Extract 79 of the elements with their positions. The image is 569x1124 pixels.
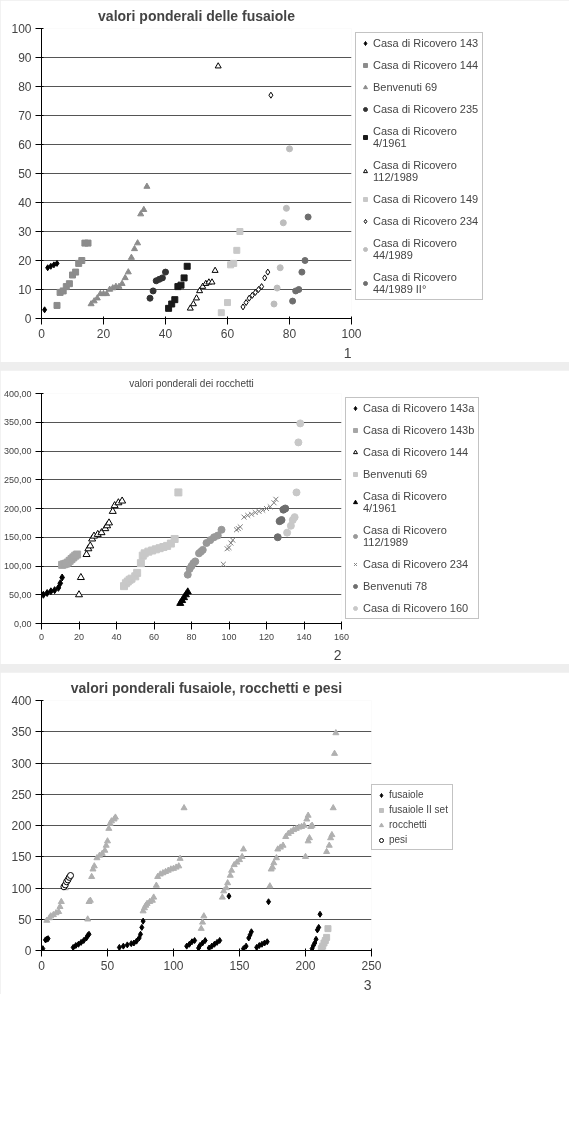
legend-label: Casa di Ricovero 112/1989 bbox=[373, 159, 457, 183]
text: 2 bbox=[333, 646, 342, 663]
y-tick-label: 50 bbox=[18, 167, 32, 181]
x-tick-label: 80 bbox=[186, 631, 197, 642]
x-tick-label: 0 bbox=[38, 958, 46, 973]
x-tick-label: 200 bbox=[295, 958, 316, 973]
x-tick-label: 160 bbox=[333, 631, 350, 642]
x-tick-label: 150 bbox=[229, 958, 250, 973]
legend-label: Casa di Ricovero 144 bbox=[363, 446, 469, 458]
y-tick-label: 40 bbox=[18, 196, 32, 210]
y-tick-label: 300 bbox=[11, 756, 32, 771]
y-tick-label: 100 bbox=[11, 22, 32, 36]
x-tick-label: 100 bbox=[341, 326, 362, 341]
x-tick-label: 50 bbox=[100, 958, 115, 973]
legend-label: Casa di Ricovero 44/1989 bbox=[373, 237, 457, 261]
text: 1 bbox=[343, 344, 352, 361]
x-tick-label: 250 bbox=[361, 958, 382, 973]
x-tick-label: 0 bbox=[38, 326, 46, 341]
chart-title: valori ponderali dei rocchetti bbox=[129, 377, 254, 389]
y-tick-label: 200,00 bbox=[3, 503, 32, 514]
y-tick-label: 60 bbox=[18, 138, 32, 152]
legend-label: fusaiole II set bbox=[389, 804, 448, 815]
legend-label: Casa di Ricovero 234 bbox=[363, 558, 469, 570]
y-tick-label: 0,00 bbox=[13, 618, 32, 629]
legend-label: Casa di Ricovero 143a bbox=[363, 402, 475, 414]
y-tick-label: 50 bbox=[18, 912, 32, 927]
legend-label: fusaiole bbox=[389, 789, 424, 800]
y-tick-label: 200 bbox=[11, 819, 32, 833]
y-tick-label: 150 bbox=[11, 850, 32, 865]
text: 3 bbox=[363, 976, 372, 993]
x-tick-label: 40 bbox=[158, 326, 173, 341]
y-tick-label: 150,00 bbox=[3, 532, 32, 543]
y-tick-label: 400 bbox=[11, 694, 32, 708]
x-tick-label: 20 bbox=[73, 631, 85, 642]
y-tick-label: 0 bbox=[24, 312, 32, 326]
y-tick-label: 70 bbox=[18, 109, 32, 123]
legend-label: Casa di Ricovero 143 bbox=[373, 37, 479, 49]
x-tick-label: 60 bbox=[148, 631, 160, 642]
x-tick-label: 40 bbox=[111, 631, 122, 642]
legend-label: Casa di Ricovero 149 bbox=[373, 193, 479, 205]
legend-label: Casa di Ricovero 235 bbox=[373, 103, 479, 115]
chart-title: valori ponderali fusaiole, rocchetti e pesi bbox=[70, 679, 343, 696]
legend-label: Casa di Ricovero 44/1989 II° bbox=[373, 271, 457, 295]
y-tick-label: 250,00 bbox=[3, 474, 32, 485]
y-tick-label: 400,00 bbox=[3, 388, 32, 399]
y-tick-label: 100,00 bbox=[3, 561, 32, 571]
y-tick-label: 80 bbox=[18, 80, 32, 94]
y-tick-label: 250 bbox=[11, 787, 32, 802]
y-tick-label: 10 bbox=[18, 283, 32, 297]
y-tick-label: 100 bbox=[11, 881, 32, 896]
y-tick-label: 30 bbox=[18, 225, 32, 239]
legend-label: Casa di Ricovero 160 bbox=[363, 602, 469, 614]
y-tick-label: 90 bbox=[18, 51, 32, 65]
x-tick-label: 60 bbox=[220, 326, 235, 341]
x-tick-label: 140 bbox=[296, 631, 312, 642]
x-tick-label: 100 bbox=[221, 631, 237, 642]
x-tick-label: 0 bbox=[39, 631, 45, 642]
y-tick-label: 350 bbox=[11, 725, 32, 740]
x-tick-label: 80 bbox=[282, 326, 297, 341]
legend-label: rocchetti bbox=[389, 819, 427, 830]
legend-label: Casa di Ricovero 4/1961 bbox=[363, 490, 447, 514]
legend-label: Benvenuti 69 bbox=[373, 81, 438, 93]
legend-label: Casa di Ricovero 234 bbox=[373, 215, 479, 227]
x-tick-label: 20 bbox=[96, 326, 111, 341]
legend-label: Casa di Ricovero 4/1961 bbox=[373, 125, 457, 149]
legend-label: Casa di Ricovero 112/1989 bbox=[363, 524, 447, 548]
legend-label: Benvenuti 78 bbox=[363, 580, 428, 592]
legend-label: pesi bbox=[389, 834, 409, 845]
x-tick-label: 100 bbox=[163, 958, 184, 973]
x-tick-label: 120 bbox=[258, 631, 275, 642]
legend-label: Casa di Ricovero 143b bbox=[363, 424, 475, 436]
y-tick-label: 300,00 bbox=[3, 446, 32, 456]
y-tick-label: 50,00 bbox=[8, 589, 32, 600]
y-tick-label: 0 bbox=[24, 944, 32, 958]
y-tick-label: 350,00 bbox=[3, 417, 32, 428]
y-tick-label: 20 bbox=[18, 254, 32, 268]
chart-title: valori ponderali delle fusaiole bbox=[98, 7, 296, 24]
legend-label: Casa di Ricovero 144 bbox=[373, 59, 479, 71]
legend-label: Benvenuti 69 bbox=[363, 468, 428, 480]
